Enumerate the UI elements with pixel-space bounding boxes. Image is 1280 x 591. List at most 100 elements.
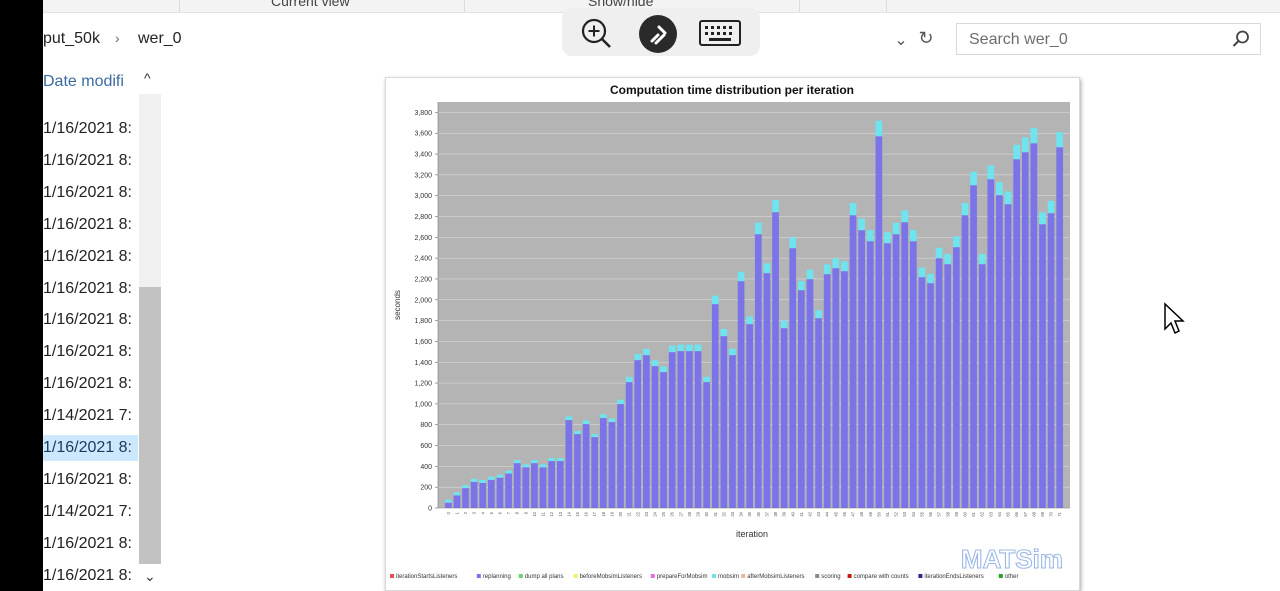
y-tick-label: 2,800 [414, 214, 432, 221]
bar-replanning [823, 274, 831, 508]
bar-mobsim [643, 348, 650, 356]
file-date-modified[interactable]: 1/16/2021 8: [43, 534, 132, 552]
bar-mobsim [582, 420, 590, 425]
x-tick-label: 21 [627, 511, 632, 516]
bar-replanning [720, 336, 728, 508]
bar-mobsim [1030, 128, 1038, 144]
x-tick-label: 36 [756, 511, 761, 516]
x-tick-label: 7 [506, 511, 511, 514]
file-date-modified[interactable]: 1/16/2021 8: [43, 375, 132, 393]
address-dropdown-icon[interactable]: ⌄ [894, 32, 908, 49]
x-tick-label: 48 [859, 511, 864, 516]
x-tick-label: 15 [575, 511, 580, 516]
x-tick-label: 65 [1006, 511, 1011, 516]
legend-swatch [712, 574, 716, 578]
bar-replanning [686, 351, 693, 508]
zoom-in-icon[interactable] [579, 16, 615, 50]
file-date-modified[interactable]: 1/16/2021 8: [43, 215, 132, 233]
file-date-modified[interactable]: 1/14/2021 7: [43, 502, 132, 520]
bar-mobsim [608, 418, 616, 423]
bar-replanning [625, 382, 633, 508]
bar-mobsim [866, 230, 874, 242]
bar-mobsim [556, 458, 564, 462]
file-date-modified[interactable]: 1/16/2021 8: [43, 247, 132, 265]
legend-swatch [390, 574, 394, 578]
refresh-icon[interactable]: ↻ [918, 28, 934, 48]
x-tick-label: 0 [446, 511, 451, 514]
bar-mobsim [737, 271, 745, 282]
x-tick-label: 70 [1049, 511, 1054, 516]
file-date-modified[interactable]: 1/16/2021 8: [43, 435, 138, 461]
file-date-modified[interactable]: 1/16/2021 8: [43, 470, 132, 488]
bar-mobsim [953, 236, 960, 248]
bar-replanning [849, 215, 857, 509]
scroll-up-arrow-icon[interactable]: ^ [144, 70, 151, 86]
file-date-modified[interactable]: 1/16/2021 8: [43, 183, 132, 201]
ribbon-separator [464, 0, 465, 12]
remote-disconnect-icon[interactable] [639, 15, 677, 53]
legend-label: scoring [821, 574, 840, 580]
bar-replanning [539, 467, 547, 508]
y-axis-label: seconds [393, 290, 402, 320]
x-tick-label: 32 [721, 511, 726, 516]
scroll-down-arrow-icon[interactable]: ⌄ [144, 568, 156, 584]
x-tick-label: 54 [911, 511, 916, 516]
search-box[interactable]: Search wer_0 [956, 23, 1261, 55]
bar-mobsim [703, 376, 710, 383]
address-bar[interactable]: put_50k › wer_0 [43, 23, 940, 55]
x-tick-label: 3 [472, 511, 477, 514]
x-tick-label: 1 [454, 511, 459, 514]
y-tick-label: 3,600 [414, 131, 432, 138]
legend-label: mobsim [718, 574, 739, 580]
bar-mobsim [1013, 144, 1020, 160]
ribbon-tab-show-hide[interactable]: Show/hide [588, 0, 654, 9]
x-tick-label: 71 [1057, 511, 1062, 516]
bar-mobsim [677, 344, 685, 352]
search-placeholder[interactable]: Search wer_0 [969, 31, 1068, 48]
y-tick-label: 3,800 [414, 110, 432, 117]
bar-mobsim [944, 253, 952, 265]
ribbon-separator [799, 0, 800, 12]
file-date-modified[interactable]: 1/16/2021 8: [43, 566, 132, 584]
file-date-modified[interactable]: 1/14/2021 7: [43, 407, 132, 425]
x-tick-label: 53 [902, 511, 907, 516]
bar-replanning [531, 463, 538, 508]
x-tick-label: 8 [515, 511, 520, 514]
x-tick-label: 45 [833, 511, 838, 516]
bar-mobsim [686, 344, 693, 352]
bar-replanning [806, 279, 814, 508]
file-date-modified[interactable]: 1/16/2021 8: [43, 120, 132, 137]
scrollbar-thumb[interactable] [139, 287, 161, 564]
x-tick-label: 40 [790, 511, 795, 516]
date-modified-column-header[interactable]: Date modifi [43, 73, 124, 90]
search-icon[interactable] [1230, 28, 1252, 50]
bar-replanning [737, 281, 745, 508]
breadcrumb-item[interactable]: wer_0 [138, 30, 182, 47]
bar-replanning [935, 258, 943, 508]
bar-replanning [444, 502, 452, 508]
ribbon-tab-current-view[interactable]: Current view [271, 0, 350, 9]
file-date-modified[interactable]: 1/16/2021 8: [43, 343, 132, 361]
chart-image: Computation time distribution per iterat… [385, 77, 1080, 591]
bar-mobsim [961, 202, 969, 216]
x-tick-label: 43 [816, 511, 821, 516]
bar-mobsim [970, 171, 977, 186]
file-date-modified[interactable]: 1/16/2021 8: [43, 311, 132, 329]
bar-mobsim [711, 295, 719, 305]
bar-replanning [1030, 143, 1038, 508]
x-tick-label: 42 [807, 511, 812, 516]
bar-mobsim [634, 353, 642, 361]
bar-replanning [677, 351, 685, 508]
breadcrumb-item[interactable]: put_50k [43, 30, 100, 47]
bar-replanning [522, 467, 530, 508]
file-date-modified[interactable]: 1/16/2021 8: [43, 151, 132, 169]
bar-mobsim [901, 210, 909, 223]
bar-mobsim [462, 485, 469, 489]
bar-replanning [694, 351, 702, 508]
breadcrumb-chevron-icon[interactable]: › [115, 30, 120, 46]
keyboard-icon[interactable] [698, 19, 742, 47]
ribbon-separator [179, 0, 180, 12]
file-date-modified[interactable]: 1/16/2021 8: [43, 279, 132, 297]
chart-title: Computation time distribution per iterat… [610, 83, 854, 97]
bar-replanning [599, 418, 607, 508]
